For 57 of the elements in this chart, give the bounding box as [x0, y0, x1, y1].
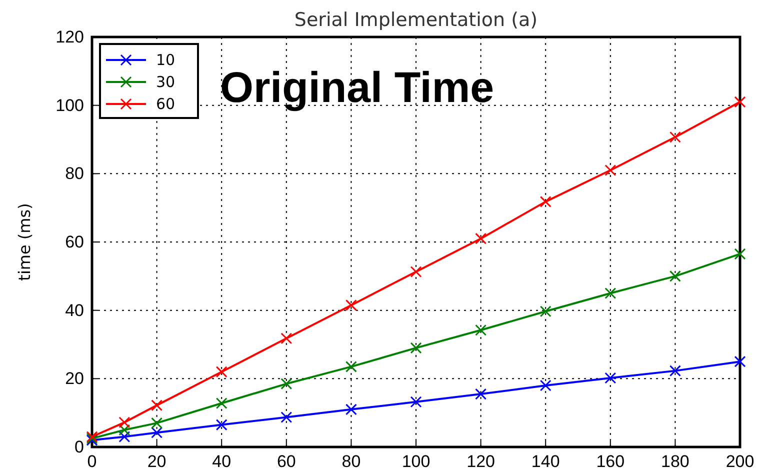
- x-tick-label: 120: [466, 452, 495, 472]
- x-tick-label: 40: [212, 452, 232, 472]
- point: [410, 266, 422, 278]
- legend-label: 60: [156, 95, 176, 113]
- annotation: Original Time: [220, 64, 494, 112]
- point: [540, 380, 552, 392]
- point: [118, 431, 130, 442]
- point: [280, 332, 292, 344]
- point: [151, 400, 163, 412]
- x-tick-label: 180: [661, 452, 690, 472]
- y-tick-label: 120: [56, 27, 84, 46]
- point: [345, 360, 357, 372]
- point: [604, 288, 616, 299]
- point: [216, 398, 228, 410]
- point: [540, 306, 552, 318]
- x-tick-label: 160: [596, 452, 625, 472]
- point: [280, 412, 292, 424]
- legend-label: 10: [156, 51, 176, 69]
- point: [669, 365, 681, 377]
- x-tick-label: 140: [531, 452, 560, 472]
- point: [734, 356, 746, 368]
- point: [475, 232, 487, 244]
- y-tick-label: 60: [65, 232, 84, 252]
- point: [118, 416, 130, 428]
- point: [151, 426, 163, 438]
- x-tick-label: 200: [726, 452, 754, 472]
- x-tick-label: 60: [276, 452, 296, 472]
- y-tick-label: 20: [65, 369, 84, 388]
- point: [345, 299, 357, 311]
- point: [540, 196, 552, 208]
- point: [118, 424, 130, 436]
- point: [669, 270, 681, 282]
- y-tick-label: 100: [56, 96, 84, 115]
- point: [216, 366, 228, 378]
- point: [151, 417, 163, 429]
- legend-label: 30: [156, 73, 176, 91]
- point: [734, 96, 746, 108]
- point: [410, 396, 422, 408]
- chart-title: Serial Implementation (a): [294, 9, 538, 31]
- x-tick-label: 20: [147, 452, 166, 472]
- point: [604, 164, 616, 176]
- y-tick-label: 40: [65, 300, 84, 320]
- point: [604, 372, 616, 384]
- point: [475, 324, 487, 336]
- point: [280, 378, 292, 390]
- point: [669, 131, 681, 143]
- x-tick-label: 100: [402, 452, 430, 472]
- point: [410, 342, 422, 354]
- x-tick-label: 0: [87, 452, 97, 472]
- point: [216, 419, 228, 431]
- point: [734, 248, 746, 260]
- point: [345, 404, 357, 416]
- y-axis-title: time (ms): [15, 203, 34, 281]
- y-tick-label: 0: [74, 437, 84, 456]
- x-tick-label: 80: [342, 452, 361, 472]
- y-tick-label: 80: [65, 164, 84, 184]
- point: [475, 388, 487, 400]
